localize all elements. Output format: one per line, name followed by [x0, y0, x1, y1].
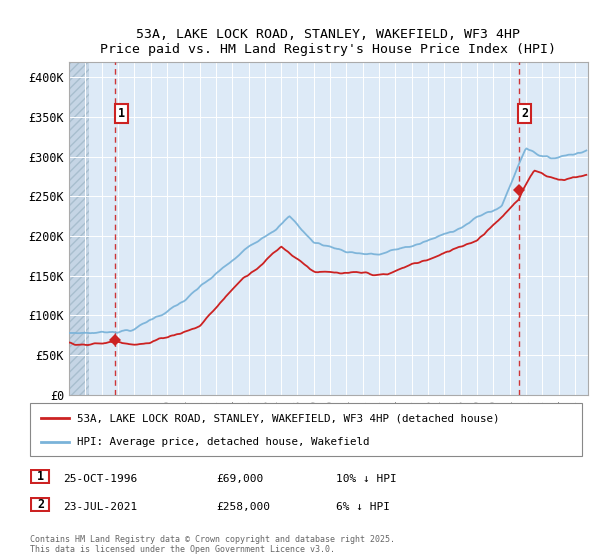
- Text: 2: 2: [521, 106, 528, 120]
- Text: 6% ↓ HPI: 6% ↓ HPI: [336, 502, 390, 512]
- Text: Contains HM Land Registry data © Crown copyright and database right 2025.
This d: Contains HM Land Registry data © Crown c…: [30, 535, 395, 554]
- Text: 2: 2: [37, 498, 44, 511]
- Bar: [69, 62, 89, 395]
- FancyBboxPatch shape: [30, 403, 582, 456]
- FancyBboxPatch shape: [31, 470, 49, 483]
- Text: 10% ↓ HPI: 10% ↓ HPI: [336, 474, 397, 484]
- Text: £69,000: £69,000: [216, 474, 263, 484]
- Text: HPI: Average price, detached house, Wakefield: HPI: Average price, detached house, Wake…: [77, 436, 370, 446]
- Text: 23-JUL-2021: 23-JUL-2021: [63, 502, 137, 512]
- FancyBboxPatch shape: [31, 498, 49, 511]
- Text: £258,000: £258,000: [216, 502, 270, 512]
- Text: 1: 1: [37, 470, 44, 483]
- Text: 53A, LAKE LOCK ROAD, STANLEY, WAKEFIELD, WF3 4HP (detached house): 53A, LAKE LOCK ROAD, STANLEY, WAKEFIELD,…: [77, 413, 499, 423]
- Title: 53A, LAKE LOCK ROAD, STANLEY, WAKEFIELD, WF3 4HP
Price paid vs. HM Land Registry: 53A, LAKE LOCK ROAD, STANLEY, WAKEFIELD,…: [101, 28, 557, 56]
- Text: 1: 1: [118, 106, 125, 120]
- Text: 25-OCT-1996: 25-OCT-1996: [63, 474, 137, 484]
